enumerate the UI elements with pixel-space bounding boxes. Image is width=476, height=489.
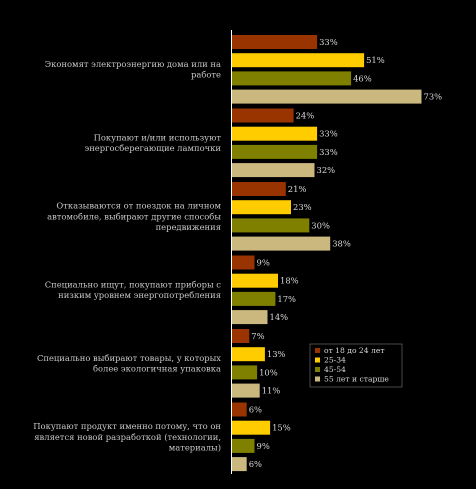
data-label: 17% bbox=[277, 294, 296, 304]
data-label: 23% bbox=[293, 202, 312, 212]
bar bbox=[231, 438, 255, 453]
bar bbox=[231, 347, 265, 362]
bar bbox=[231, 236, 331, 251]
data-label: 33% bbox=[319, 37, 338, 47]
bar bbox=[231, 35, 318, 49]
bar bbox=[231, 218, 310, 233]
legend-entry: 55 лет и старше bbox=[324, 375, 389, 384]
bar bbox=[231, 365, 258, 380]
bars bbox=[231, 35, 422, 472]
category-label: Экономят электроэнергию дома или на работ… bbox=[45, 59, 221, 80]
data-label: 13% bbox=[267, 349, 286, 359]
category-label: Специально ищут, покупают приборы с низки… bbox=[45, 279, 222, 300]
data-label: 11% bbox=[262, 386, 281, 396]
category-label: Отказываются от поездок на личном автомоб… bbox=[47, 201, 221, 233]
data-label: 18% bbox=[280, 276, 299, 286]
data-label: 9% bbox=[257, 258, 270, 268]
legend-swatch bbox=[315, 376, 320, 382]
data-label: 24% bbox=[296, 111, 315, 121]
bar bbox=[231, 163, 315, 178]
data-label: 38% bbox=[332, 239, 351, 249]
legend-swatch bbox=[315, 348, 320, 353]
legend-swatch bbox=[315, 367, 320, 372]
data-label: 7% bbox=[251, 331, 264, 341]
bar bbox=[231, 89, 422, 104]
data-label: 14% bbox=[270, 312, 289, 322]
category-label: Специально выбирают товары, у которых бол… bbox=[37, 353, 221, 374]
data-label: 9% bbox=[257, 441, 270, 451]
data-label: 73% bbox=[424, 92, 443, 102]
legend-entry: 45-54 bbox=[324, 365, 346, 374]
bar bbox=[231, 402, 247, 417]
data-label: 6% bbox=[249, 459, 262, 469]
data-label: 33% bbox=[319, 147, 338, 157]
data-label: 33% bbox=[319, 129, 338, 139]
data-label: 30% bbox=[311, 220, 330, 230]
bar bbox=[231, 255, 255, 270]
category-label: Покупают продукт именно потому, что он яв… bbox=[33, 421, 221, 453]
bar bbox=[231, 126, 318, 141]
legend-swatch bbox=[315, 357, 320, 363]
data-label: 6% bbox=[249, 405, 262, 415]
data-label: 32% bbox=[317, 165, 336, 175]
bar bbox=[231, 108, 294, 123]
bar bbox=[231, 200, 291, 215]
bar bbox=[231, 329, 250, 343]
bar bbox=[231, 273, 278, 288]
bar bbox=[231, 71, 352, 86]
legend-box bbox=[309, 343, 403, 388]
data-label: 15% bbox=[272, 423, 291, 433]
bar bbox=[231, 310, 268, 325]
data-label: 10% bbox=[259, 367, 278, 377]
bar bbox=[231, 53, 365, 68]
data-label: 51% bbox=[366, 55, 385, 65]
data-label: 21% bbox=[288, 184, 307, 194]
category-label: Покупают и/или используют энергосберегающ… bbox=[85, 132, 222, 153]
bar bbox=[231, 144, 318, 159]
bar bbox=[231, 291, 276, 306]
bar bbox=[231, 383, 260, 398]
data-label: 46% bbox=[353, 73, 372, 83]
bar bbox=[231, 457, 247, 472]
legend-entry: 25-34 bbox=[324, 356, 346, 365]
value-labels: 33% 51% 46% 73% 24% 33% 33% 32% 21% 23% 30%38% 9% 18… bbox=[249, 37, 442, 469]
bar bbox=[231, 182, 286, 196]
bar bbox=[231, 420, 271, 435]
legend-entry: от 18 до 24 лет bbox=[324, 346, 385, 355]
category-labels: Экономят электроэнергию дома или на работ… bbox=[33, 59, 221, 453]
